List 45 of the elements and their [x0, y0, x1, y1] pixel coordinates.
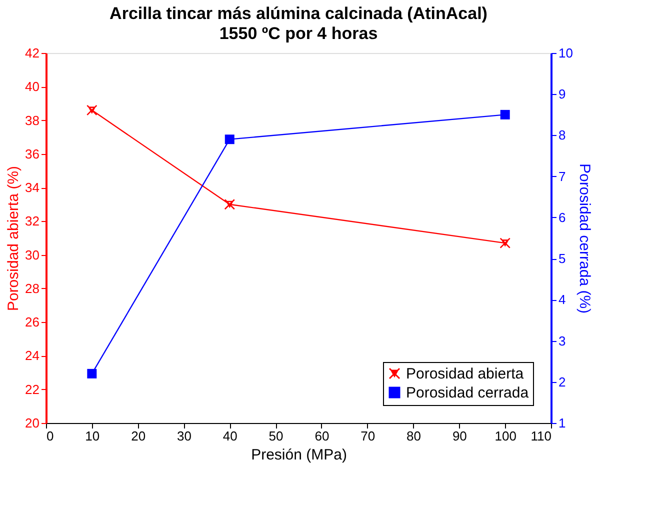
x-tick-label: 110 [530, 428, 552, 444]
y-tick-label: 22 [25, 382, 40, 397]
x-tick-label: 20 [131, 428, 146, 444]
x-tick-label: 100 [494, 428, 516, 444]
y2-tick-label: 9 [558, 86, 566, 102]
x-tick-label: 10 [85, 428, 100, 444]
x-tick-label: 80 [406, 428, 422, 444]
point [224, 198, 236, 210]
y-tick-label: 20 [25, 416, 40, 430]
x-tick-label: 30 [176, 428, 192, 444]
y2-tick-label: 1 [558, 416, 566, 430]
y-tick-label: 24 [25, 348, 40, 364]
x-axis-title: Presión (MPa) [251, 446, 347, 464]
y2-tick-label: 7 [558, 168, 566, 184]
y2-tick-label: 6 [558, 210, 566, 225]
y-tick-label: 34 [25, 180, 40, 196]
y-tick-label: 36 [25, 146, 40, 162]
y2-tick-label: 10 [558, 46, 573, 60]
y-tick-label: 26 [25, 314, 40, 330]
y2-tick-label: 5 [558, 251, 566, 266]
y2-tick-label: 2 [558, 374, 566, 390]
x-tick-label: 50 [268, 428, 284, 444]
y-tick-label: 28 [25, 280, 40, 296]
chart-title: Arcilla tincar más alúmina calcinada (AtinAcal) [110, 4, 488, 23]
x-tick-label: 90 [452, 428, 467, 444]
x-tick-label: 0 [46, 428, 54, 444]
y2-tick-label: 3 [558, 333, 566, 348]
legend-label: Porosidad cerrada [406, 384, 530, 402]
y-tick-label: 40 [25, 79, 40, 94]
y2-tick-label: 8 [558, 128, 566, 143]
chart-subtitle: 1550 ºC por 4 horas [219, 24, 378, 43]
legend-label: Porosidad abierta [406, 366, 524, 382]
point [224, 134, 234, 144]
y2-axis-title: Porosidad cerrada (%) [576, 163, 593, 314]
point [500, 110, 510, 120]
point [87, 368, 97, 378]
y-tick-label: 42 [25, 46, 40, 60]
y-tick-label: 38 [25, 112, 40, 128]
x-tick-label: 70 [360, 428, 376, 444]
y-tick-label: 32 [25, 214, 40, 229]
y-axis-title: Porosidad abierta (%) [5, 166, 22, 312]
x-tick-label: 60 [314, 428, 330, 444]
y-tick-label: 30 [25, 247, 40, 262]
y2-tick-label: 4 [558, 292, 566, 308]
x-tick-label: 40 [222, 428, 238, 444]
